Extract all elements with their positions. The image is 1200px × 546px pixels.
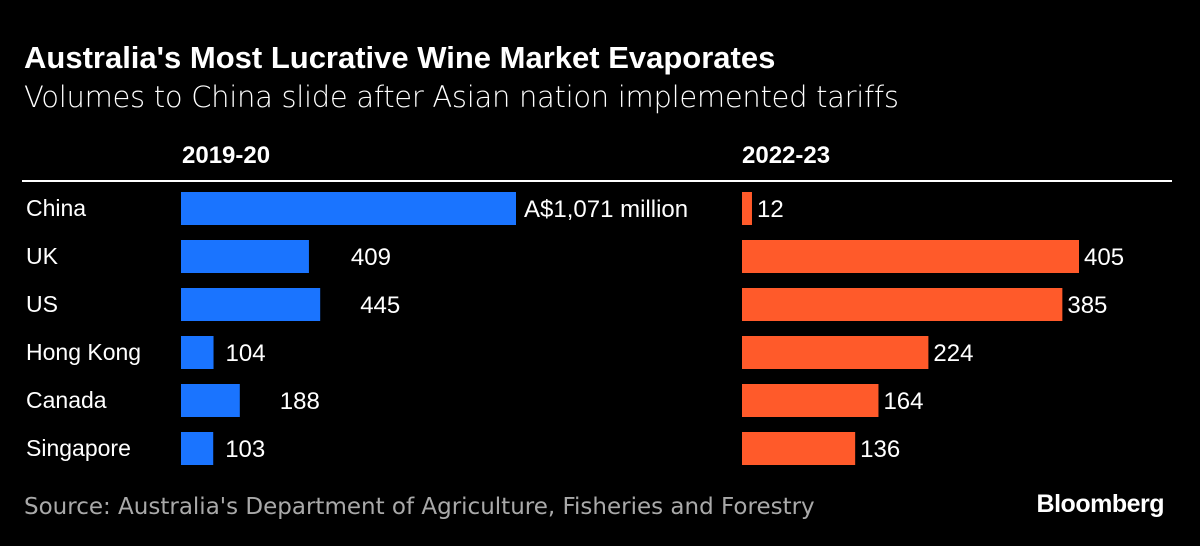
bar-2022-23 — [742, 336, 929, 369]
category-label: Canada — [26, 387, 107, 413]
header-rule — [22, 180, 1172, 182]
category-label: Singapore — [26, 435, 131, 461]
value-label: 104 — [226, 340, 266, 367]
bar-2019-20 — [181, 192, 516, 225]
value-label: 405 — [1084, 244, 1124, 271]
value-label: 385 — [1067, 292, 1107, 319]
value-label: 445 — [360, 292, 400, 319]
bar-2019-20 — [181, 336, 214, 369]
value-label: 409 — [351, 244, 391, 271]
value-label: 164 — [883, 388, 923, 415]
chart-title: Australia's Most Lucrative Wine Market E… — [24, 40, 776, 75]
value-label: 103 — [225, 436, 265, 463]
value-label: 12 — [757, 196, 784, 223]
chart-subtitle: Volumes to China slide after Asian natio… — [24, 80, 899, 114]
bar-2019-20 — [181, 384, 240, 417]
category-label: Hong Kong — [26, 339, 141, 365]
bar-2022-23 — [742, 192, 752, 225]
value-label: 224 — [933, 340, 973, 367]
category-label: UK — [26, 243, 59, 269]
category-label: US — [26, 291, 58, 317]
source-note: Source: Australia's Department of Agricu… — [24, 494, 815, 520]
series-header-2019-20: 2019-20 — [182, 142, 271, 169]
bar-2019-20 — [181, 240, 309, 273]
bloomberg-logo: Bloomberg — [1036, 490, 1165, 518]
series-header-2022-23: 2022-23 — [742, 142, 831, 169]
value-label: A$1,071 million — [524, 196, 688, 223]
bar-2019-20 — [181, 288, 321, 321]
bar-2019-20 — [181, 432, 214, 465]
bar-2022-23 — [742, 288, 1063, 321]
bar-2022-23 — [742, 384, 879, 417]
bar-2022-23 — [742, 432, 856, 465]
value-label: 136 — [860, 436, 900, 463]
bar-2022-23 — [742, 240, 1079, 273]
category-label: China — [26, 195, 86, 221]
value-label: 188 — [280, 388, 320, 415]
